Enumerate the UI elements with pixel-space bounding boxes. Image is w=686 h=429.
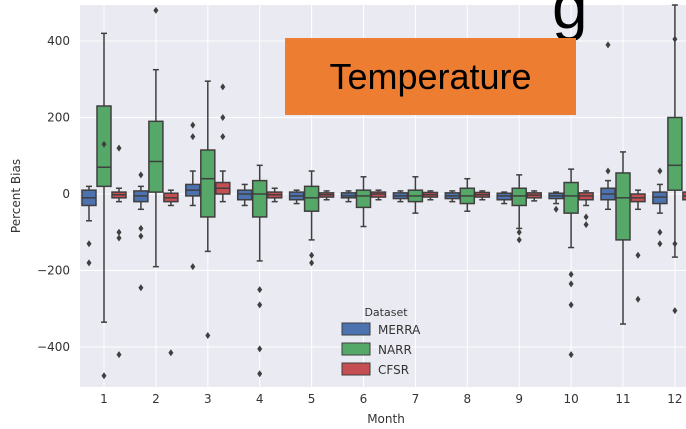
outlier-point xyxy=(116,234,122,242)
box-narr-month-5 xyxy=(303,185,320,212)
outlier-point xyxy=(101,372,107,380)
box-narr-month-6 xyxy=(355,189,372,209)
legend-label-narr: NARR xyxy=(378,343,412,357)
box-narr-month-10 xyxy=(563,181,579,214)
outlier-point xyxy=(101,140,107,148)
outlier-point xyxy=(257,370,263,378)
outlier-point xyxy=(635,251,641,259)
box-narr-month-9 xyxy=(511,187,527,207)
legend-swatch-cfsr xyxy=(341,362,371,376)
outlier-point xyxy=(116,351,122,359)
outlier-point xyxy=(138,224,144,232)
outlier-point xyxy=(86,259,92,267)
outlier-point xyxy=(257,286,263,294)
x-tick-label: 2 xyxy=(152,392,160,406)
y-tick-label: 400 xyxy=(47,34,70,48)
outlier-point xyxy=(635,295,641,303)
outlier-point xyxy=(138,171,144,179)
x-tick-label: 1 xyxy=(100,392,108,406)
x-tick-label: 6 xyxy=(360,392,368,406)
outlier-point xyxy=(309,259,315,267)
outlier-point xyxy=(257,345,263,353)
partial-heading-glyph: g xyxy=(552,0,588,42)
temperature-banner: Temperature xyxy=(285,38,576,115)
x-tick-label: 9 xyxy=(515,392,523,406)
box-series xyxy=(81,4,686,380)
outlier-point xyxy=(568,351,574,359)
box-narr-month-11 xyxy=(615,172,631,241)
x-axis-label: Month xyxy=(367,412,405,426)
x-tick-label: 10 xyxy=(563,392,578,406)
outlier-point xyxy=(516,228,522,236)
outlier-point xyxy=(657,240,663,248)
box-merra-month-12 xyxy=(652,191,668,205)
y-axis-label: Percent Bias xyxy=(9,159,23,233)
x-tick-label: 5 xyxy=(308,392,316,406)
legend-label-cfsr: CFSR xyxy=(378,363,409,377)
outlier-point xyxy=(190,133,196,141)
legend-swatch-narr xyxy=(341,342,371,356)
series-cfsr xyxy=(111,83,686,359)
y-tick-label: 200 xyxy=(47,111,70,125)
x-tick-label: 4 xyxy=(256,392,264,406)
outlier-point xyxy=(516,236,522,244)
outlier-point xyxy=(605,41,611,49)
outlier-point xyxy=(138,232,144,240)
x-tick-label: 7 xyxy=(412,392,420,406)
legend-title: Dataset xyxy=(364,306,408,319)
outlier-point xyxy=(116,144,122,152)
outlier-point xyxy=(657,167,663,175)
outlier-point xyxy=(605,167,611,175)
outlier-point xyxy=(553,205,559,213)
legend-label-merra: MERRA xyxy=(378,323,421,337)
outlier-point xyxy=(672,307,678,315)
y-tick-label: −200 xyxy=(37,264,70,278)
box-merra-month-4 xyxy=(236,189,253,201)
y-tick-label: −400 xyxy=(37,340,70,354)
outlier-point xyxy=(309,251,315,259)
legend-swatch-merra xyxy=(341,322,371,336)
series-narr xyxy=(96,4,683,380)
x-tick-label: 8 xyxy=(463,392,471,406)
series-merra xyxy=(81,41,668,292)
outlier-point xyxy=(568,301,574,309)
outlier-point xyxy=(138,284,144,292)
box-narr-month-4 xyxy=(251,179,268,218)
outlier-point xyxy=(190,121,196,129)
x-tick-label: 12 xyxy=(667,392,682,406)
legend: Dataset MERRA NARR CFSR xyxy=(341,306,421,377)
box-narr-month-2 xyxy=(148,120,164,193)
y-tick-label: 0 xyxy=(62,187,70,201)
outlier-point xyxy=(86,240,92,248)
outlier-point xyxy=(220,83,226,91)
outlier-point xyxy=(568,270,574,278)
outlier-point xyxy=(153,6,159,14)
outlier-point xyxy=(568,280,574,288)
outlier-point xyxy=(257,301,263,309)
outlier-point xyxy=(672,240,678,248)
outlier-point xyxy=(220,114,226,121)
box-narr-month-12 xyxy=(667,116,683,191)
outlier-point xyxy=(583,213,589,221)
outlier-point xyxy=(116,228,122,236)
outlier-point xyxy=(168,349,174,357)
outlier-point xyxy=(205,332,211,340)
outlier-point xyxy=(220,133,226,141)
outlier-point xyxy=(583,221,589,229)
x-tick-label: 3 xyxy=(204,392,212,406)
outlier-point xyxy=(672,35,678,43)
outlier-point xyxy=(190,263,196,271)
outlier-point xyxy=(657,228,663,236)
x-tick-label: 11 xyxy=(615,392,630,406)
box-narr-month-3 xyxy=(200,149,216,218)
